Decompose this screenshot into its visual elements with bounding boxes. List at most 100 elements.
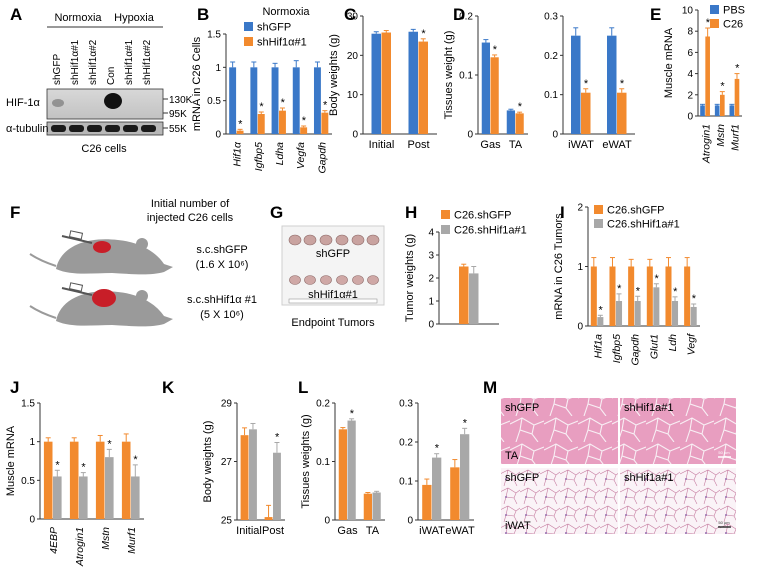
panel-letter-e: E [650,5,661,24]
bar-shgfp-igfbp5 [250,67,258,134]
x-tick-label: Vegfa [295,142,307,169]
tumor-sample-icon [351,234,365,246]
x-tick-label: Gas [337,525,358,537]
y-tick-label: 0 [324,516,330,527]
panel-letter-l: L [298,378,308,397]
x-tick-label: Mstn [715,124,727,147]
blot-band-hif-strong [104,93,122,109]
x-tick-label: Initial [369,139,395,151]
schematic-row1-count: (1.6 X 10⁶) [196,259,249,271]
schematic-row1-label: s.c.shGFP [196,244,247,256]
legend-label: PBS [723,5,745,17]
bar-c26-shgfp-initial [240,435,249,520]
marker-130k: 130K [169,95,193,106]
chart-d1-tissue-weight: 0 0.1 0.2 Tissues weight (g) * Gas * TA [443,12,528,151]
chart-c-body-weights: 0 10 20 30 Body weights (g) Initial * Post [328,12,437,151]
significance-marker: * [654,273,659,285]
legend-swatch [594,205,603,214]
y-tick-label: 0 [215,130,221,141]
histology-label-br: shHif1a#1 [624,472,674,484]
bar-c26-shhif1a-1-initial [249,429,257,520]
scale-bar-label-bottom: 50 µm [718,520,730,525]
tumor-row-shhif [289,275,379,285]
tumor-sample-icon [304,275,316,285]
chart-l2-fat-weights: 0 0.1 0.2 0.3 * iWAT * eWAT [399,399,475,538]
y-tick-label: 0.2 [399,438,413,449]
panel-letter-h: H [405,203,417,222]
blot-band-label-hif: HIF-1α [6,97,41,109]
bar-c26-shgfp-gapdh [628,266,635,326]
y-tick-label: 1 [29,437,35,448]
significance-marker: * [493,44,498,56]
x-tick-label: Initial [236,525,262,537]
panel-letter-c: C [344,5,356,24]
significance-marker: * [463,417,468,429]
significance-marker: * [133,454,138,466]
panel-a-western-blot: Normoxia Hypoxia shGFP shHif1α#1 shHif1α… [6,12,193,155]
tumor-sample-icon [352,275,364,285]
blot-lane-label: Con [106,67,117,85]
tumor-sample-icon [336,275,348,285]
panel-letter-j: J [10,378,19,397]
chart-l1-tissue-weights: 0 0.1 0.2 Tissues weights (g) * Gas TA [300,399,385,537]
blot-lane-label: shHif1α#1 [124,39,135,85]
significance-marker: * [735,63,740,75]
panel-letter-b: B [197,5,209,24]
bar-c26-shgfp-4ebp [43,441,53,519]
bar-shhif1-1-igfbp5 [257,114,265,134]
bar-shgfp-iwat [571,35,581,134]
panel-letter-a: A [10,5,22,24]
significance-marker: * [692,293,697,305]
y-tick-label: 2 [687,90,693,101]
chart-b-mrna-c26-cells: 0 0.5 1 1.5 mRNA in C26 Cells Normoxia * Hif1α *… [191,6,332,174]
significance-marker: * [435,443,440,455]
y-tick-label: 0 [29,515,35,526]
legend-label: C26.shHif1a#1 [454,225,527,237]
bar-shgfp-ta [506,110,515,134]
bar-shgfp-ldha [271,67,279,134]
x-tick-label: eWAT [602,139,632,151]
bar-shhif1-1-iwat [581,92,591,134]
bar-c26-shhif1a-1-sample [469,273,479,324]
bar-c26-shhif1a-1-post [273,452,281,520]
tumor-sample-icon [303,234,317,246]
significance-marker: * [259,101,264,113]
bar-c26-shhif1a-1-ewat [460,434,470,520]
histology-iwat-shhif [620,468,736,534]
mouse-icon-shhif [29,282,173,327]
bar-c26-shgfp-igfbp5 [609,266,616,326]
y-axis-label: Muscle mRNA [5,425,17,496]
significance-marker: * [584,78,589,90]
bar-shhif1-1-ewat [617,92,627,134]
legend-swatch [441,225,450,234]
y-tick-label: 1 [577,262,583,273]
blot-lane-label: shHif1α#2 [88,39,99,85]
tumor-label-shgfp: shGFP [316,248,350,260]
bar-c26-shhif1a-1-atrogin1 [79,476,88,519]
y-tick-label: 27 [221,457,233,468]
bar-shgfp-gapdh [313,67,321,134]
x-tick-label: Gapdh [316,142,328,174]
x-tick-label: eWAT [445,525,475,537]
legend-label: C26 [723,19,743,31]
x-tick-label: Murf1 [126,527,138,554]
legend-label: shHif1α#1 [257,37,307,49]
tumor-sample-icon [367,275,379,285]
bar-c26-shgfp-sample [459,266,469,324]
panel-letter-f: F [10,203,20,222]
bar-shgfp-gas [481,42,490,134]
legend-swatch [710,5,719,14]
y-tick-label: 0.2 [316,399,330,410]
y-tick-label: 0.3 [544,12,558,23]
significance-marker: * [598,304,603,316]
tumor-photo-caption: Endpoint Tumors [291,317,375,329]
bar-c26-shgfp-glut1 [646,266,653,326]
y-tick-label: 2 [428,274,434,285]
bar-c26-shhif1a-1-vegf [690,306,697,326]
significance-marker: * [706,17,711,29]
blot-caption: C26 cells [81,143,127,155]
histology-label-bl: shGFP [505,472,539,484]
y-tick-label: 0.1 [544,90,558,101]
chart-k-body-weights: 25 27 29 Body weights (g) Initial * Post [202,399,285,537]
x-tick-label: Hif1a [592,334,604,359]
